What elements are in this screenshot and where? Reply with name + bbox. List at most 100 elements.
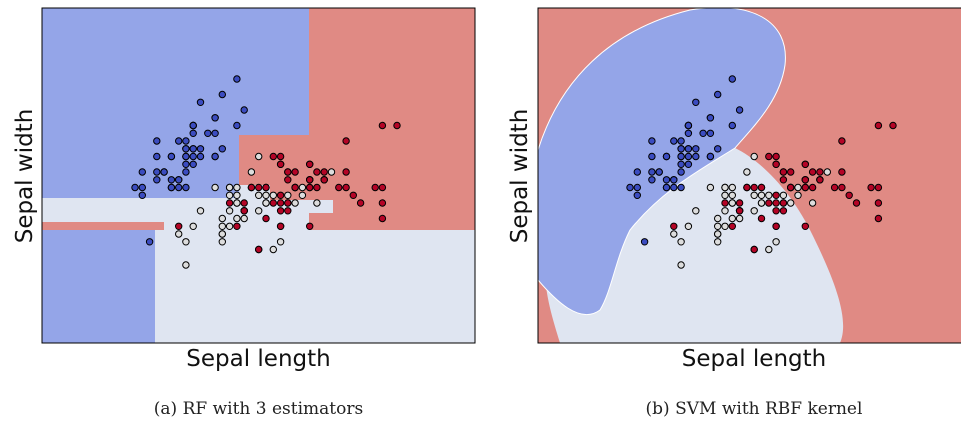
scatter-point-b-class0-22	[648, 137, 656, 145]
scatter-point-b-class0-32	[692, 98, 700, 107]
scatter-point-a-class0-18	[233, 121, 241, 130]
scatter-point-b-class2-13	[728, 222, 736, 231]
scatter-point-b-class1-34	[706, 183, 715, 192]
scatter-point-a-class2-17	[378, 121, 387, 130]
scatter-point-a-class1-49	[233, 199, 241, 207]
scatter-point-a-class0-10	[211, 129, 219, 138]
scatter-point-b-class1-33	[750, 207, 758, 215]
scatter-point-a-class1-37	[276, 238, 285, 246]
scatter-point-b-class0-45	[662, 183, 671, 192]
scatter-point-a-class2-12	[313, 183, 321, 192]
scatter-point-b-class0-37	[670, 137, 678, 145]
scatter-point-a-class1-24	[284, 191, 292, 200]
y-axis-label-a: Sepal width	[12, 109, 38, 244]
scatter-point-a-class2-29	[342, 183, 350, 192]
scatter-point-b-class2-0	[772, 160, 780, 169]
scatter-point-a-class0-32	[196, 98, 205, 107]
region-a-red-strip	[42, 222, 164, 230]
scatter-point-b-class0-21	[684, 129, 693, 138]
scatter-point-a-class2-42	[240, 207, 248, 215]
scatter-point-b-class2-41	[816, 176, 824, 184]
scatter-point-b-class1-25	[794, 183, 802, 192]
scatter-point-b-class1-26	[808, 199, 817, 207]
scatter-point-a-class1-34	[211, 183, 219, 192]
scatter-point-a-class1-46	[233, 191, 241, 200]
scatter-point-a-class2-14	[240, 199, 248, 207]
scatter-point-a-class0-49	[182, 160, 190, 169]
scatter-point-b-class0-14	[735, 106, 744, 114]
scatter-point-b-class2-29	[838, 183, 846, 192]
x-axis-label-a: Sepal length	[186, 346, 330, 372]
scatter-point-a-class2-34	[262, 214, 270, 223]
scatter-point-a-class2-32	[284, 199, 292, 207]
panel-a: Sepal length Sepal width (a) RF with 3 e…	[12, 7, 476, 419]
scatter-point-b-class1-7	[670, 230, 678, 238]
y-axis-label-b: Sepal width	[507, 109, 533, 244]
scatter-point-b-class0-3	[648, 176, 656, 184]
scatter-point-b-class2-32	[779, 199, 788, 207]
scatter-point-a-class2-30	[356, 199, 365, 207]
axes-frame-b	[537, 7, 961, 344]
scatter-point-a-class0-22	[153, 137, 161, 145]
scatter-point-a-class2-37	[284, 176, 292, 184]
scatter-point-b-class1-23	[757, 199, 766, 207]
scatter-point-a-class2-19	[255, 245, 263, 254]
scatter-point-b-class0-35	[677, 168, 685, 176]
scatter-point-a-class0-31	[211, 152, 219, 161]
scatter-point-a-class2-7	[349, 191, 357, 200]
scatter-point-a-class1-4	[291, 199, 299, 207]
scatter-point-a-class0-41	[145, 238, 154, 246]
scatter-point-a-class2-11	[284, 207, 292, 215]
scatter-point-a-class0-38	[138, 183, 147, 192]
decision-regions-a	[42, 8, 475, 343]
scatter-point-a-class1-35	[255, 152, 263, 161]
scatter-point-b-class1-39	[714, 222, 722, 231]
scatter-point-b-class0-13	[626, 183, 634, 192]
scatter-point-b-class2-27	[757, 183, 766, 192]
scatter-point-b-class0-30	[662, 176, 671, 184]
scatter-point-a-class0-3	[153, 176, 161, 184]
scatter-point-a-class1-23	[262, 199, 270, 207]
scatter-point-a-class2-44	[306, 160, 314, 169]
scatter-point-a-class2-13	[233, 222, 241, 231]
scatter-point-a-class1-19	[225, 222, 234, 231]
scatter-point-a-class2-45	[306, 183, 314, 192]
scatter-point-a-class0-8	[138, 191, 147, 200]
scatter-point-b-class2-12	[808, 183, 817, 192]
scatter-point-a-class2-10	[291, 168, 299, 176]
scatter-point-b-class2-11	[779, 207, 788, 215]
scatter-point-a-class1-42	[240, 214, 248, 223]
scatter-point-a-class2-6	[175, 222, 183, 231]
scatter-point-a-class1-3	[218, 238, 227, 246]
scatter-point-b-class2-10	[787, 168, 795, 176]
scatter-point-b-class0-1	[670, 183, 678, 192]
scatter-point-a-class0-16	[211, 114, 219, 122]
scatter-point-b-class1-48	[684, 222, 693, 231]
scatter-point-a-class2-21	[225, 199, 234, 207]
scatter-point-a-class0-42	[138, 168, 147, 176]
scatter-point-b-class1-47	[765, 191, 773, 200]
scatter-point-a-class2-47	[291, 183, 299, 192]
scatter-point-b-class0-6	[648, 152, 656, 161]
scatter-point-b-class1-10	[677, 261, 685, 269]
scatter-point-a-class1-13	[262, 191, 270, 200]
scatter-point-a-class0-25	[182, 183, 190, 192]
scatter-point-a-class2-40	[306, 176, 314, 184]
scatter-point-a-class2-23	[276, 207, 285, 215]
scatter-point-b-class2-15	[779, 168, 788, 176]
scatter-point-b-class0-38	[633, 183, 641, 192]
scatter-point-b-class0-33	[714, 90, 722, 99]
scatter-point-b-class1-45	[728, 183, 736, 192]
scatter-point-a-class2-41	[320, 176, 328, 184]
scatter-point-b-class2-30	[852, 199, 861, 207]
scatter-point-a-class0-47	[153, 168, 161, 176]
scatter-point-a-class2-18	[378, 214, 387, 223]
scatter-point-b-class2-9	[838, 137, 846, 145]
scatter-point-b-class2-18	[874, 214, 883, 223]
scatter-point-a-class2-8	[306, 222, 314, 231]
scatter-point-b-class1-13	[757, 191, 766, 200]
scatter-point-a-class2-22	[378, 199, 387, 207]
scatter-point-b-class2-43	[808, 168, 817, 176]
scatter-point-b-class0-36	[714, 145, 722, 153]
scatter-point-b-class0-28	[692, 152, 700, 161]
